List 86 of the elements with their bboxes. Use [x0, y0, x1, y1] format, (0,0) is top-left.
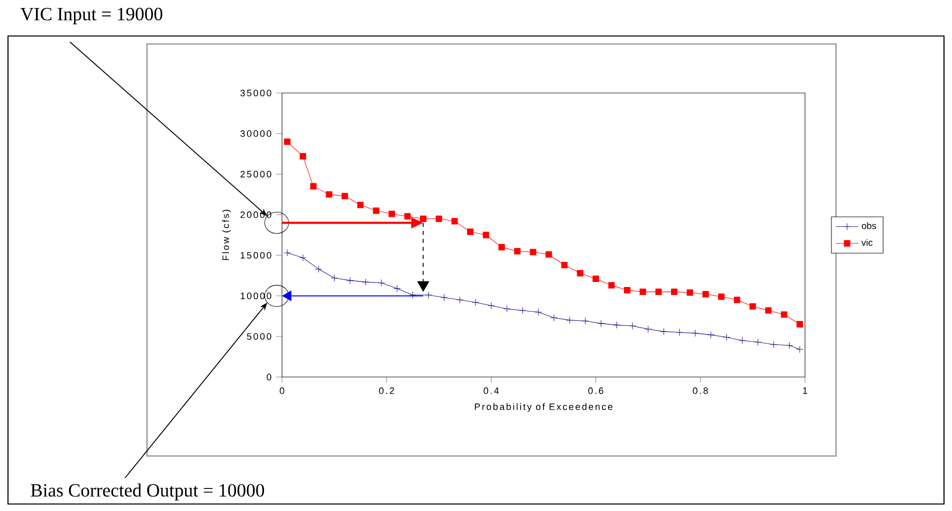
- point: [597, 320, 605, 328]
- point: [330, 274, 338, 282]
- point: [518, 306, 526, 314]
- text: Bias Corrected Output = 10000: [30, 484, 264, 500]
- y-tick-label: 25000: [240, 170, 272, 178]
- point: [692, 330, 699, 337]
- point: [707, 331, 714, 338]
- point: [357, 202, 364, 208]
- point: [404, 213, 411, 220]
- point: [498, 244, 505, 250]
- point: [546, 251, 552, 258]
- point: [342, 192, 348, 200]
- x-tick-label: 0.8: [692, 387, 708, 394]
- point: [786, 342, 793, 349]
- point: [310, 183, 317, 190]
- point: [561, 262, 568, 268]
- point: [472, 298, 480, 306]
- point: [796, 346, 804, 354]
- point: [686, 289, 694, 296]
- y-axis-title: Flow (cfs): [222, 210, 231, 260]
- point: [780, 311, 788, 318]
- point: [388, 210, 396, 218]
- point: [467, 228, 474, 235]
- point: [378, 279, 385, 286]
- point: [770, 340, 778, 348]
- point: [676, 328, 684, 336]
- point: [451, 218, 458, 224]
- point: [482, 232, 490, 238]
- point: [765, 307, 772, 314]
- point: [534, 308, 542, 316]
- point: [456, 296, 464, 304]
- point: [576, 270, 584, 276]
- point: [420, 216, 426, 222]
- x-tick-label: 0.4: [484, 387, 499, 394]
- point: [754, 338, 762, 346]
- x-tick-label: 0: [280, 387, 284, 394]
- point: [671, 288, 678, 296]
- point: [624, 286, 630, 294]
- point: [796, 321, 803, 328]
- y-tick-label: 5000: [247, 333, 272, 340]
- point: [702, 291, 709, 298]
- y-tick-label: 35000: [240, 90, 272, 96]
- point: [530, 248, 536, 256]
- point: [436, 216, 442, 222]
- point: [315, 265, 322, 273]
- point: [372, 207, 380, 214]
- point: [362, 278, 370, 286]
- y-tick-label: 15000: [240, 252, 272, 259]
- y-tick-label: 30000: [240, 130, 272, 137]
- point: [750, 303, 756, 310]
- point: [608, 282, 615, 289]
- point: [738, 336, 746, 344]
- x-axis-title: Probability of Exceedence: [474, 403, 612, 412]
- point: [299, 254, 307, 262]
- point: [440, 294, 448, 302]
- point: [628, 322, 636, 330]
- x-tick-label: 0.6: [588, 387, 604, 394]
- point: [592, 276, 600, 282]
- point: [655, 288, 662, 296]
- point: [613, 321, 620, 329]
- point: [503, 305, 510, 312]
- point: [722, 334, 730, 341]
- point: [566, 316, 574, 324]
- point: [734, 296, 740, 304]
- point: [488, 302, 495, 310]
- point: [393, 284, 401, 292]
- point: [550, 314, 558, 322]
- point: [582, 317, 589, 325]
- point: [660, 328, 668, 336]
- point: [718, 293, 725, 300]
- x-tick-label: 1: [803, 387, 808, 394]
- point: [300, 153, 306, 160]
- legend-label: obs: [862, 222, 876, 230]
- point: [640, 288, 646, 296]
- point: [284, 138, 290, 145]
- point: [424, 291, 432, 299]
- x-tick-label: 0.2: [379, 387, 394, 394]
- y-tick-label: 0: [266, 374, 272, 380]
- point: [284, 249, 291, 256]
- legend-label: vic: [861, 239, 873, 246]
- point: [326, 191, 332, 198]
- text: VIC Input = 19000: [20, 8, 162, 24]
- point: [644, 326, 652, 333]
- point: [346, 276, 354, 284]
- point: [514, 248, 521, 254]
- point: [409, 291, 416, 299]
